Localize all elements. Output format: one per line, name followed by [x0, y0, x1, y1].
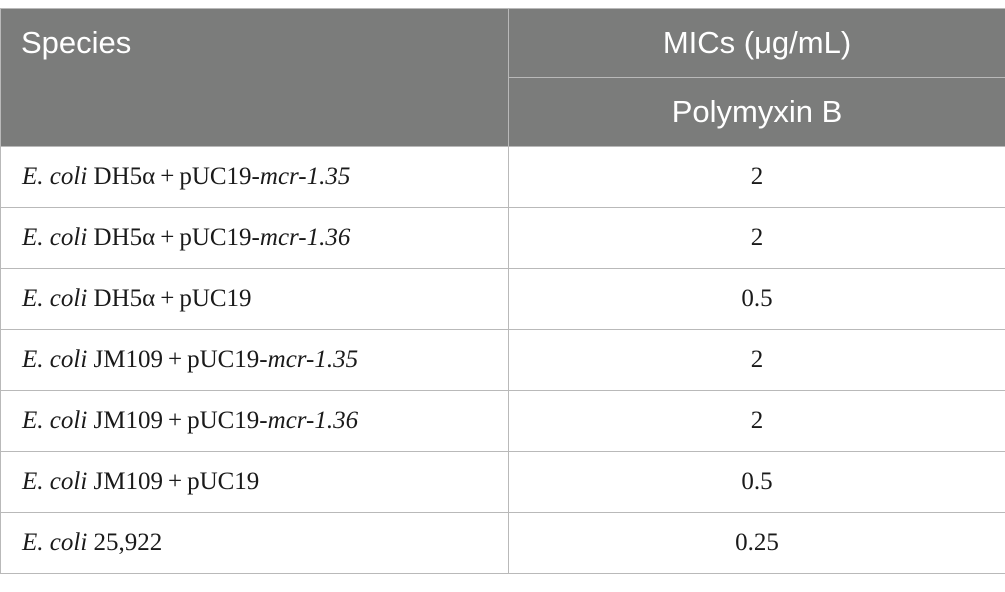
- strain-text: 25,922: [87, 529, 163, 556]
- species-cell: E. coli DH5α + pUC19: [0, 268, 509, 330]
- genus-text: E. coli: [22, 468, 88, 495]
- genus-text: E. coli: [22, 529, 88, 556]
- gene-text: mcr-1.36: [267, 407, 359, 434]
- table-row: E. coli 25,922 0.25: [0, 512, 1005, 574]
- species-cell: E. coli 25,922: [0, 512, 509, 574]
- table-row: E. coli DH5α + pUC19 0.5: [0, 268, 1005, 330]
- table-row: E. coli JM109 + pUC19-mcr-1.36 2: [0, 390, 1005, 452]
- mic-value-cell: 2: [508, 207, 1005, 269]
- strain-text: DH5α + pUC19-: [87, 163, 260, 190]
- mic-value-cell: 0.5: [508, 451, 1005, 513]
- genus-text: E. coli: [22, 346, 88, 373]
- species-cell: E. coli JM109 + pUC19-mcr-1.36: [0, 390, 509, 452]
- table-row: E. coli DH5α + pUC19-mcr-1.36 2: [0, 207, 1005, 269]
- mic-value-cell: 0.25: [508, 512, 1005, 574]
- gene-text: mcr-1.35: [259, 163, 351, 190]
- table-row: E. coli DH5α + pUC19-mcr-1.35 2: [0, 146, 1005, 208]
- species-column-header: Species: [0, 8, 509, 147]
- species-cell: E. coli JM109 + pUC19: [0, 451, 509, 513]
- strain-text: JM109 + pUC19: [87, 468, 260, 495]
- polymyxin-b-column-header: Polymyxin B: [508, 77, 1005, 147]
- table-header: Species MICs (μg/mL) Polymyxin B: [0, 8, 1005, 147]
- species-cell: E. coli JM109 + pUC19-mcr-1.35: [0, 329, 509, 391]
- strain-text: DH5α + pUC19-: [87, 224, 260, 251]
- gene-text: mcr-1.36: [259, 224, 351, 251]
- genus-text: E. coli: [22, 407, 88, 434]
- mic-value-cell: 2: [508, 329, 1005, 391]
- genus-text: E. coli: [22, 285, 88, 312]
- mic-table: Species MICs (μg/mL) Polymyxin B E. coli…: [0, 8, 1005, 574]
- mic-value-cell: 2: [508, 390, 1005, 452]
- gene-text: mcr-1.35: [267, 346, 359, 373]
- strain-text: JM109 + pUC19-: [87, 346, 268, 373]
- species-cell: E. coli DH5α + pUC19-mcr-1.36: [0, 207, 509, 269]
- mic-value-cell: 0.5: [508, 268, 1005, 330]
- genus-text: E. coli: [22, 163, 88, 190]
- table-row: E. coli JM109 + pUC19 0.5: [0, 451, 1005, 513]
- strain-text: DH5α + pUC19: [87, 285, 252, 312]
- genus-text: E. coli: [22, 224, 88, 251]
- mics-group-header: MICs (μg/mL): [508, 8, 1005, 78]
- strain-text: JM109 + pUC19-: [87, 407, 268, 434]
- species-cell: E. coli DH5α + pUC19-mcr-1.35: [0, 146, 509, 208]
- mic-value-cell: 2: [508, 146, 1005, 208]
- table-row: E. coli JM109 + pUC19-mcr-1.35 2: [0, 329, 1005, 391]
- table-body: E. coli DH5α + pUC19-mcr-1.35 2 E. coli …: [0, 146, 1005, 574]
